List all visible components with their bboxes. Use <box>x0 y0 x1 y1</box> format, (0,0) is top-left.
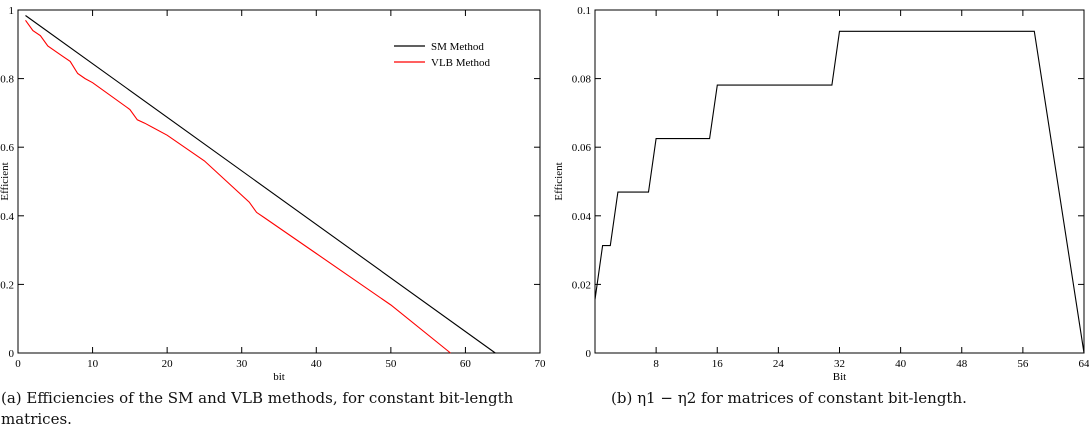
x-tick-label: 8 <box>653 358 659 370</box>
x-tick-label: 70 <box>535 358 547 370</box>
y-tick-label: 1 <box>9 5 15 17</box>
x-tick-label: 0 <box>15 358 21 370</box>
x-tick-label: 10 <box>87 358 99 370</box>
x-tick-label: 32 <box>834 358 845 370</box>
x-tick-label: 16 <box>712 358 724 370</box>
plot-frame <box>594 9 1085 354</box>
x-tick-label: 56 <box>1017 358 1029 370</box>
legend: SM Method VLB Method <box>394 41 490 69</box>
plot-frame <box>17 9 541 354</box>
y-tick-label: 0.02 <box>572 279 591 291</box>
y-tick-label: 0.1 <box>577 5 591 17</box>
x-tick-label: 64 <box>1079 358 1089 370</box>
y-tick-label: 0.6 <box>0 142 14 154</box>
x-tick-label: 24 <box>773 358 785 370</box>
x-tick-label: 48 <box>956 358 968 370</box>
y-axis-label: Efficient <box>553 162 565 200</box>
x-tick-label: 50 <box>385 358 397 370</box>
x-tick-label: 40 <box>311 358 323 370</box>
x-tick-label: 40 <box>895 358 907 370</box>
legend-label: VLB Method <box>431 57 490 69</box>
chart-b: 8 16 24 32 40 48 56 64 0 0.02 0.04 0.06 0.08 0.1 Bit Ef… <box>553 5 1089 383</box>
y-tick-label: 0.2 <box>0 279 14 291</box>
x-tick-label: 60 <box>460 358 472 370</box>
series-line-sm-method <box>25 15 496 354</box>
x-tick-label: 20 <box>162 358 174 370</box>
x-axis-label: bit <box>273 371 285 383</box>
caption-a: (a) Efficiencies of the SM and VLB metho… <box>1 389 514 428</box>
y-axis-label: Efficient <box>0 162 11 200</box>
y-tick-label: 0.06 <box>572 142 592 154</box>
y-tick-label: 0 <box>9 348 15 360</box>
x-tick-label: 30 <box>236 358 248 370</box>
caption-b: (b) η1 − η2 for matrices of constant bit… <box>611 389 967 407</box>
x-axis-label: Bit <box>833 371 846 383</box>
chart-a: 0 10 20 30 40 50 60 70 0 0.2 0.4 0.6 0.8 1 bit Efficien… <box>0 5 546 383</box>
y-tick-label: 0.04 <box>572 211 592 223</box>
y-tick-label: 0 <box>586 348 592 360</box>
y-tick-label: 0.08 <box>572 74 592 86</box>
series-line <box>594 30 1085 354</box>
y-tick-label: 0.8 <box>0 74 14 86</box>
y-tick-label: 0.4 <box>0 211 14 223</box>
legend-label: SM Method <box>431 41 484 53</box>
series-line-vlb-method <box>25 19 451 354</box>
